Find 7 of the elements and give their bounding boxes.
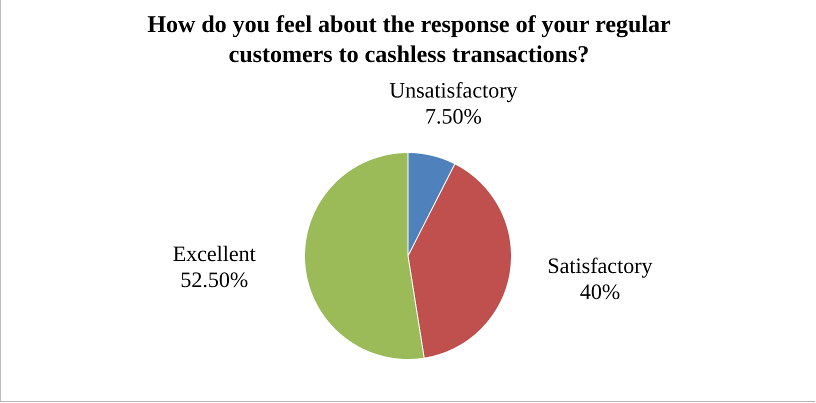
- slice-label: Unsatisfactory: [389, 78, 518, 103]
- slice-label: Excellent: [172, 240, 256, 266]
- data-label: 40%: [580, 279, 620, 304]
- chart-title: How do you feel about the response of your regular customers to cashless transactions?: [146, 11, 672, 70]
- slice-label: Satisfactory: [547, 253, 653, 278]
- data-label: 52.50%: [180, 266, 248, 292]
- data-label: 7.50%: [424, 104, 482, 129]
